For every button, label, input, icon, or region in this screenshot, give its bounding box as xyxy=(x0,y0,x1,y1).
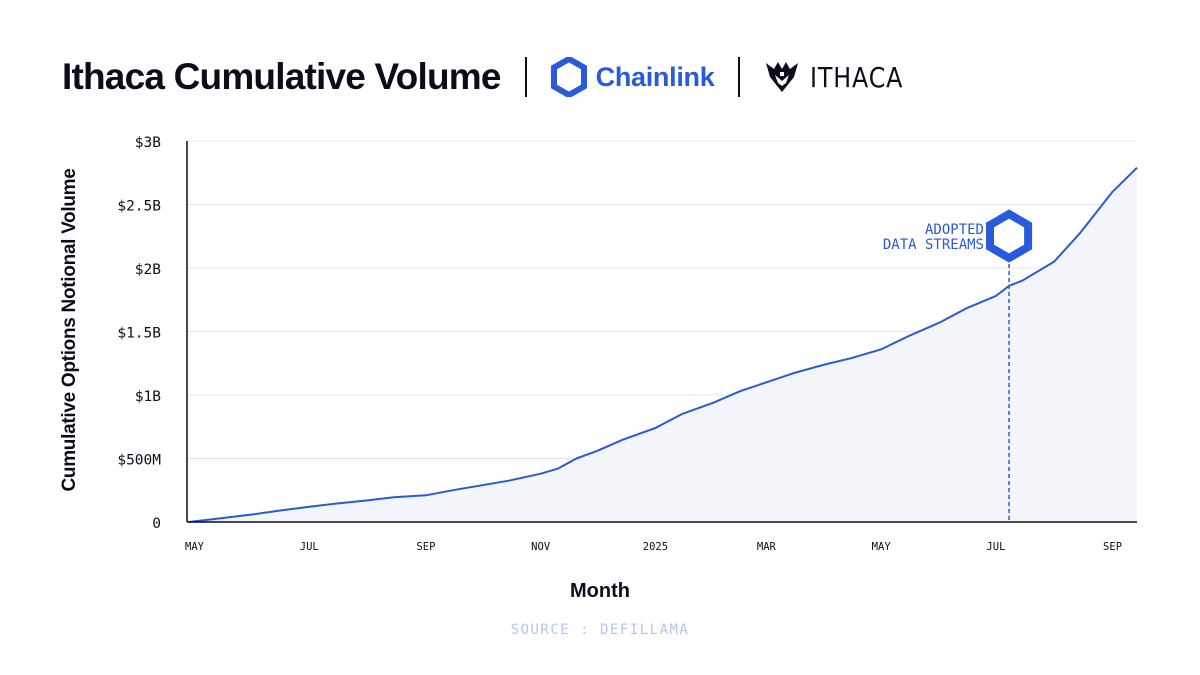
annotation-label-line2: DATA STREAMS xyxy=(883,237,984,253)
x-tick-label: SEP xyxy=(416,541,435,553)
y-tick-label: $1.5B xyxy=(117,326,161,342)
x-tick-label: SEP xyxy=(1103,541,1122,553)
annotation-label-line1: ADOPTED xyxy=(925,222,984,238)
series-line xyxy=(188,166,1138,523)
x-tick-label: JUL xyxy=(300,541,319,553)
y-axis-label: Cumulative Options Notional Volume xyxy=(59,168,80,492)
x-tick-label: 2025 xyxy=(643,541,668,553)
ithaca-wordmark: ITHACA xyxy=(810,60,904,94)
y-tick-label: 0 xyxy=(152,516,161,532)
x-tick-label: MAR xyxy=(757,541,777,553)
annotation-chainlink-icon xyxy=(986,209,1033,263)
series-area-fill xyxy=(188,167,1137,522)
chainlink-wordmark: Chainlink xyxy=(595,61,715,92)
y-tick-label: $3B xyxy=(135,135,161,151)
header: Ithaca Cumulative Volume Chainlink ITHAC… xyxy=(62,52,920,102)
x-tick-label: MAY xyxy=(872,541,892,553)
x-axis-label: Month xyxy=(570,580,630,602)
x-tick-label: MAY xyxy=(185,541,205,553)
chart-axes: 0 $500M $1B $1.5B $2B $2.5B $3B MAY JUL SEP NOV 202… xyxy=(117,135,1137,553)
ithaca-emblem-icon xyxy=(766,62,799,92)
ithaca-logo: ITHACA xyxy=(764,59,920,95)
header-divider-2 xyxy=(738,57,741,97)
y-tick-label: $2B xyxy=(135,262,161,278)
y-tick-label: $2.5B xyxy=(117,199,161,215)
source-note: SOURCE : DEFILLAMA xyxy=(510,622,690,638)
chainlink-hexagon-icon xyxy=(550,57,587,97)
header-divider xyxy=(524,57,527,97)
x-tick-label: NOV xyxy=(531,541,551,553)
y-tick-label: $1B xyxy=(135,389,161,405)
x-tick-label: JUL xyxy=(986,541,1005,553)
chart-area xyxy=(188,166,1138,523)
page-title: Ithaca Cumulative Volume xyxy=(62,56,501,97)
chainlink-logo: Chainlink xyxy=(550,57,715,97)
y-tick-label: $500M xyxy=(117,453,161,469)
